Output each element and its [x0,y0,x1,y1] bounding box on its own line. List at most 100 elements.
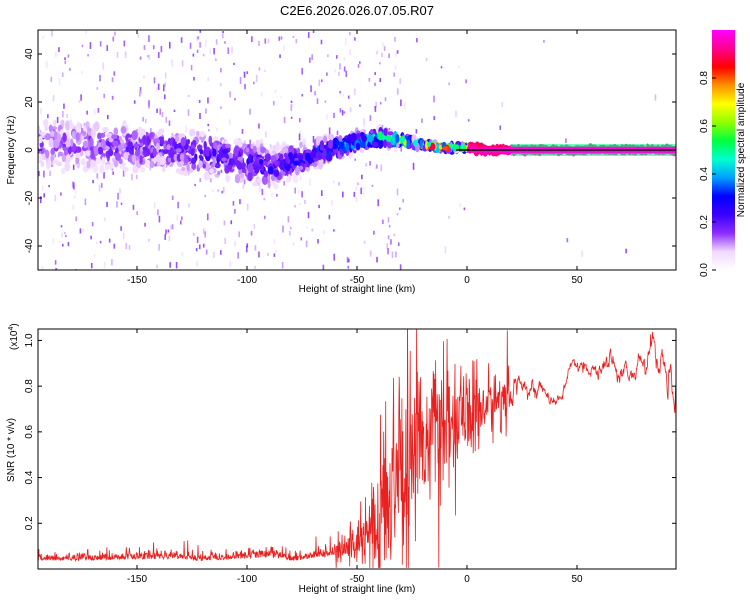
heatmap-halo [513,144,517,148]
heatmap-speckle [170,59,173,63]
heatmap-cell [38,125,41,135]
heatmap-speckle [342,191,344,198]
heatmap-speckle [106,45,109,51]
heatmap-speckle [280,36,283,40]
heatmap-cell [460,142,465,149]
heatmap-halo [600,152,604,156]
heatmap-speckle [448,215,450,219]
heatmap-cell [198,160,203,169]
heatmap-halo [550,144,554,148]
heatmap-speckle [150,128,152,134]
heatmap-halo [555,144,559,148]
heatmap-speckle [398,207,401,211]
snr-x-axis: -150 -100 -50 0 50 [127,329,583,585]
heatmap-speckle [318,79,321,87]
heatmap-speckle [60,225,63,228]
heatmap-speckle [113,71,116,76]
heatmap-speckle [250,231,253,236]
heatmap-speckle [362,191,365,196]
heatmap-speckle [311,54,313,61]
heatmap-speckle [455,110,457,117]
heatmap-halo [529,144,533,148]
heatmap-cell [142,146,148,152]
heatmap-speckle [63,232,66,235]
heatmap-speckle [95,241,98,245]
heatmap-speckle [378,62,381,65]
heatmap-speckle [369,250,372,257]
heatmap-speckle [187,94,190,98]
heatmap-speckle [244,83,246,90]
heatmap-speckle [320,190,323,197]
heatmap-halo [653,144,657,148]
heatmap-cell [131,130,138,141]
heatmap-speckle [281,261,284,269]
heatmap-speckle [164,82,167,87]
heatmap-speckle [339,91,341,94]
heatmap-speckle [312,135,315,143]
heatmap-speckle [149,164,152,171]
heatmap-speckle [193,76,195,81]
heatmap-speckle [269,144,272,149]
heatmap-cell [186,163,190,172]
heatmap-cell [275,141,280,151]
heatmap-cell [214,162,221,169]
heatmap-speckle [246,203,249,211]
heatmap-speckle [196,236,199,243]
heatmap-speckle [204,231,207,238]
spectrogram-y-tick-label: 20 [24,96,35,108]
heatmap-speckle [333,180,335,184]
heatmap-speckle [66,113,68,118]
heatmap-cell [162,167,166,172]
heatmap-speckle [177,201,179,209]
heatmap-cell [61,154,67,163]
heatmap-speckle [289,227,292,230]
spectrogram-y-label: Frequency (Hz) [6,116,17,185]
heatmap-speckle [224,40,226,44]
heatmap-speckle [148,35,150,42]
heatmap-speckle [90,263,93,269]
heatmap-halo [627,144,630,148]
heatmap-speckle [176,214,178,221]
heatmap-speckle [357,182,359,186]
heatmap-halo [608,144,612,148]
heatmap-cell [387,135,392,143]
heatmap-speckle [204,40,207,47]
heatmap-speckle [289,231,291,236]
heatmap-speckle [58,240,61,243]
heatmap-halo [574,144,577,148]
heatmap-speckle [202,243,205,248]
heatmap-speckle [155,87,158,93]
heatmap-speckle [239,199,241,205]
heatmap-cell [224,143,231,149]
heatmap-speckle [387,248,389,255]
heatmap-speckle [181,251,184,257]
heatmap-speckle [415,129,418,134]
heatmap-speckle [61,232,63,238]
heatmap-speckle [267,253,269,256]
heatmap-speckle [654,94,657,101]
heatmap-speckle [339,63,341,70]
heatmap-cell [209,168,214,174]
heatmap-speckle [52,94,55,102]
heatmap-speckle [71,181,74,188]
heatmap-speckle [241,129,244,134]
heatmap-speckle [58,78,61,85]
heatmap-speckle [54,154,57,158]
heatmap-speckle [306,226,308,229]
heatmap-cell [298,155,304,161]
heatmap-speckle [78,100,81,103]
heatmap-cell [91,128,96,137]
heatmap-speckle [349,49,352,56]
heatmap-speckle [333,253,336,261]
heatmap-speckle [267,38,270,44]
heatmap-speckle [139,56,142,60]
heatmap-cell [237,156,243,161]
heatmap-halo [561,144,564,148]
heatmap-cell [71,130,76,140]
heatmap-speckle [96,87,99,90]
heatmap-speckle [158,215,161,223]
heatmap-halo [537,144,540,148]
heatmap-cell [43,118,49,127]
heatmap-halo [587,144,591,148]
heatmap-speckle [273,253,276,257]
